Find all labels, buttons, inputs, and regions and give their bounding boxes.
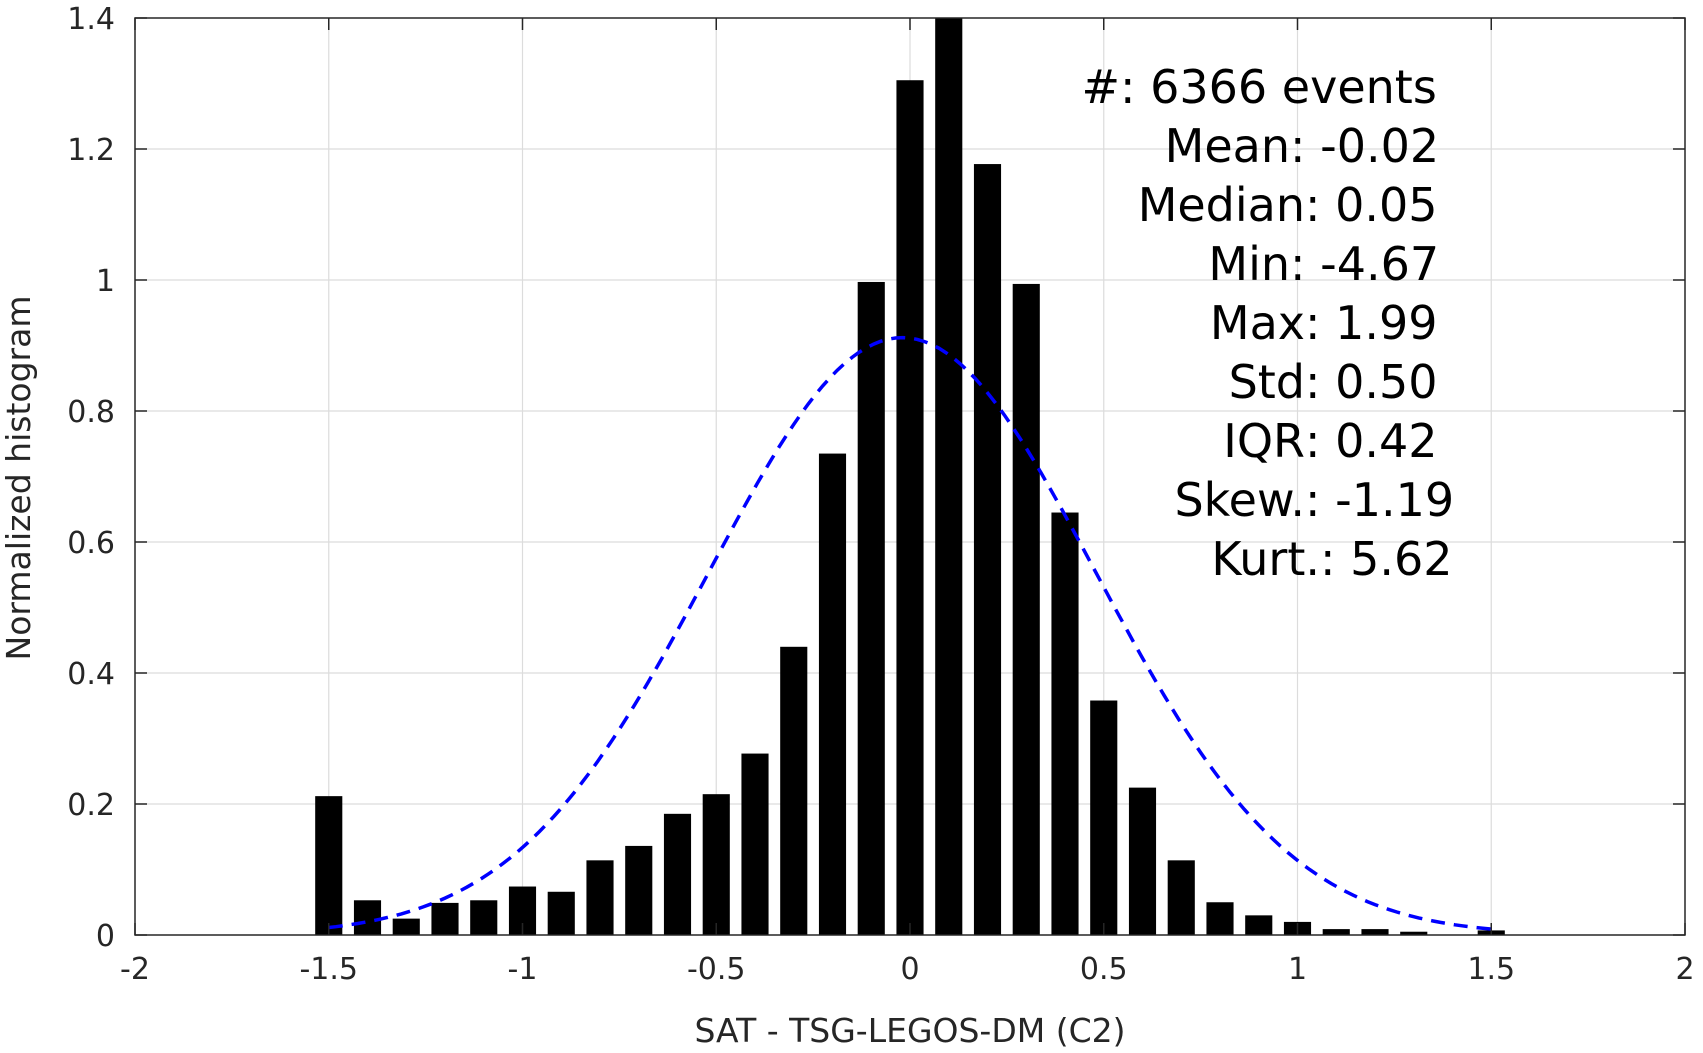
stat-label: Std xyxy=(1229,355,1305,409)
histogram-bar xyxy=(315,796,343,935)
y-tick-label: 1.4 xyxy=(67,2,115,37)
axis-ticks xyxy=(134,17,1686,936)
stat-label: Kurt. xyxy=(1211,532,1320,586)
histogram-bar xyxy=(1206,902,1234,935)
stat-value: : 0.50 xyxy=(1305,355,1438,409)
histogram-bar xyxy=(470,900,498,935)
x-tick-label: -1 xyxy=(508,952,538,987)
y-tick-label: 0.6 xyxy=(67,526,115,561)
histogram-bars xyxy=(315,18,1505,936)
stat-value: : 5.62 xyxy=(1320,532,1453,586)
histogram-bar xyxy=(1051,512,1079,935)
y-tick-label: 0.4 xyxy=(67,657,115,692)
y-tick-label: 0 xyxy=(96,919,115,954)
stat-label: Max xyxy=(1210,296,1305,350)
histogram-bar xyxy=(392,918,420,935)
x-tick-label: 1.5 xyxy=(1467,952,1515,987)
histogram-bar xyxy=(973,164,1002,935)
stat-value: : -4.67 xyxy=(1290,237,1439,291)
stat-value: : 1.99 xyxy=(1305,296,1438,350)
x-tick-label: 0 xyxy=(900,952,919,987)
x-axis-label: SAT - TSG-LEGOS-DM (C2) xyxy=(695,1011,1126,1050)
histogram-bar xyxy=(857,281,885,936)
x-axis-tick-labels: -2 -1.5 -1 -0.5 0 0.5 1 1.5 2 xyxy=(120,952,1695,987)
x-tick-label: -0.5 xyxy=(687,952,746,987)
stat-label: # xyxy=(1081,60,1120,114)
histogram-bar xyxy=(1012,283,1040,935)
histogram-bar xyxy=(547,891,575,935)
stat-label: IQR xyxy=(1223,414,1305,468)
histogram-bar xyxy=(1400,931,1428,935)
histogram-bar xyxy=(1245,915,1273,935)
histogram-bar xyxy=(702,794,730,935)
stat-label: Mean xyxy=(1165,119,1290,173)
x-tick-label: 1 xyxy=(1288,952,1307,987)
histogram-bar xyxy=(780,646,808,935)
stat-label: Skew. xyxy=(1174,473,1305,527)
histogram-bar xyxy=(1090,700,1118,935)
x-tick-label: 0.5 xyxy=(1080,952,1128,987)
histogram-bar xyxy=(935,18,963,935)
y-axis-label: Normalized histogram xyxy=(0,296,38,661)
stat-value: : -1.19 xyxy=(1305,473,1454,527)
x-tick-label: -1.5 xyxy=(299,952,358,987)
stat-value: : 0.05 xyxy=(1305,178,1438,232)
y-tick-label: 1.2 xyxy=(67,133,115,168)
histogram-bar xyxy=(896,80,924,936)
x-tick-label: -2 xyxy=(120,952,150,987)
gaussian-fit-curve xyxy=(328,335,1492,931)
histogram-bar xyxy=(663,813,692,935)
y-tick-label: 0.2 xyxy=(67,788,115,823)
stat-value: : 6366 events xyxy=(1120,60,1437,114)
stat-value: : -0.02 xyxy=(1290,119,1439,173)
histogram-bar xyxy=(431,902,459,935)
histogram-bar xyxy=(625,845,653,935)
histogram-bar xyxy=(1128,787,1157,935)
histogram-bar xyxy=(353,900,382,935)
histogram-bar xyxy=(1322,929,1350,935)
histogram-bar xyxy=(818,453,847,935)
histogram-bar xyxy=(1361,929,1389,935)
histogram-bar xyxy=(741,753,769,935)
y-axis-tick-labels: 0 0.2 0.4 0.6 0.8 1 1.2 1.4 xyxy=(67,2,115,954)
histogram-bar xyxy=(586,860,614,935)
y-tick-label: 0.8 xyxy=(67,395,115,430)
stat-label: Median xyxy=(1138,178,1305,232)
histogram-bar xyxy=(1167,860,1195,935)
stat-value: : 0.42 xyxy=(1305,414,1438,468)
x-tick-label: 2 xyxy=(1675,952,1694,987)
stat-label: Min xyxy=(1208,237,1290,291)
y-tick-label: 1 xyxy=(96,264,115,299)
